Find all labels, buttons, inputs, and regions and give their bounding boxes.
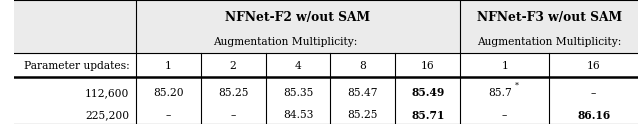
Bar xyxy=(14,0,638,53)
Text: 16: 16 xyxy=(587,61,600,71)
Text: 85.47: 85.47 xyxy=(348,88,378,98)
Text: –: – xyxy=(591,88,596,98)
Text: 84.53: 84.53 xyxy=(283,110,313,120)
Text: Parameter updates:: Parameter updates: xyxy=(24,61,129,71)
Text: 85.49: 85.49 xyxy=(411,88,444,98)
Text: NFNet-F3 w/out SAM: NFNet-F3 w/out SAM xyxy=(477,11,621,24)
Text: 86.16: 86.16 xyxy=(577,110,611,121)
Text: 85.35: 85.35 xyxy=(283,88,313,98)
Text: –: – xyxy=(166,110,171,120)
Text: 16: 16 xyxy=(421,61,435,71)
Text: 8: 8 xyxy=(360,61,366,71)
Text: 85.71: 85.71 xyxy=(411,110,444,121)
Text: 225,200: 225,200 xyxy=(85,110,129,120)
Text: 85.25: 85.25 xyxy=(218,88,248,98)
Text: Augmentation Multiplicity:: Augmentation Multiplicity: xyxy=(477,37,621,47)
Text: 85.7: 85.7 xyxy=(488,88,511,98)
Text: –: – xyxy=(502,110,508,120)
Text: Augmentation Multiplicity:: Augmentation Multiplicity: xyxy=(213,37,358,47)
Text: 2: 2 xyxy=(230,61,236,71)
Text: 85.25: 85.25 xyxy=(348,110,378,120)
Text: 85.20: 85.20 xyxy=(153,88,184,98)
Text: 1: 1 xyxy=(164,61,172,71)
Text: 4: 4 xyxy=(294,61,301,71)
Text: –: – xyxy=(230,110,236,120)
Text: *: * xyxy=(515,82,519,90)
Text: 112,600: 112,600 xyxy=(85,88,129,98)
Text: 1: 1 xyxy=(501,61,508,71)
Text: NFNet-F2 w/out SAM: NFNet-F2 w/out SAM xyxy=(225,11,371,24)
